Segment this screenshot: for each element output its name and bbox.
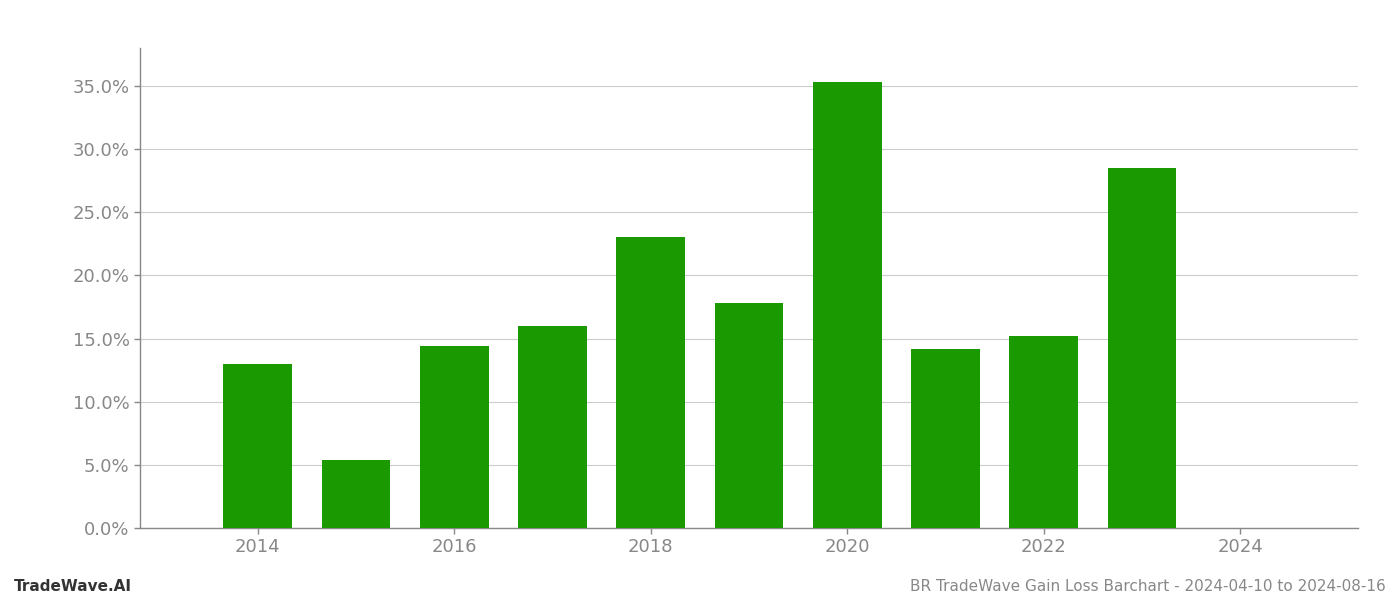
Bar <box>1009 336 1078 528</box>
Bar <box>420 346 489 528</box>
Bar <box>1107 168 1176 528</box>
Bar <box>518 326 587 528</box>
Bar <box>911 349 980 528</box>
Bar <box>224 364 293 528</box>
Bar <box>813 82 882 528</box>
Bar <box>616 238 685 528</box>
Text: TradeWave.AI: TradeWave.AI <box>14 579 132 594</box>
Bar <box>322 460 391 528</box>
Text: BR TradeWave Gain Loss Barchart - 2024-04-10 to 2024-08-16: BR TradeWave Gain Loss Barchart - 2024-0… <box>910 579 1386 594</box>
Bar <box>714 303 784 528</box>
